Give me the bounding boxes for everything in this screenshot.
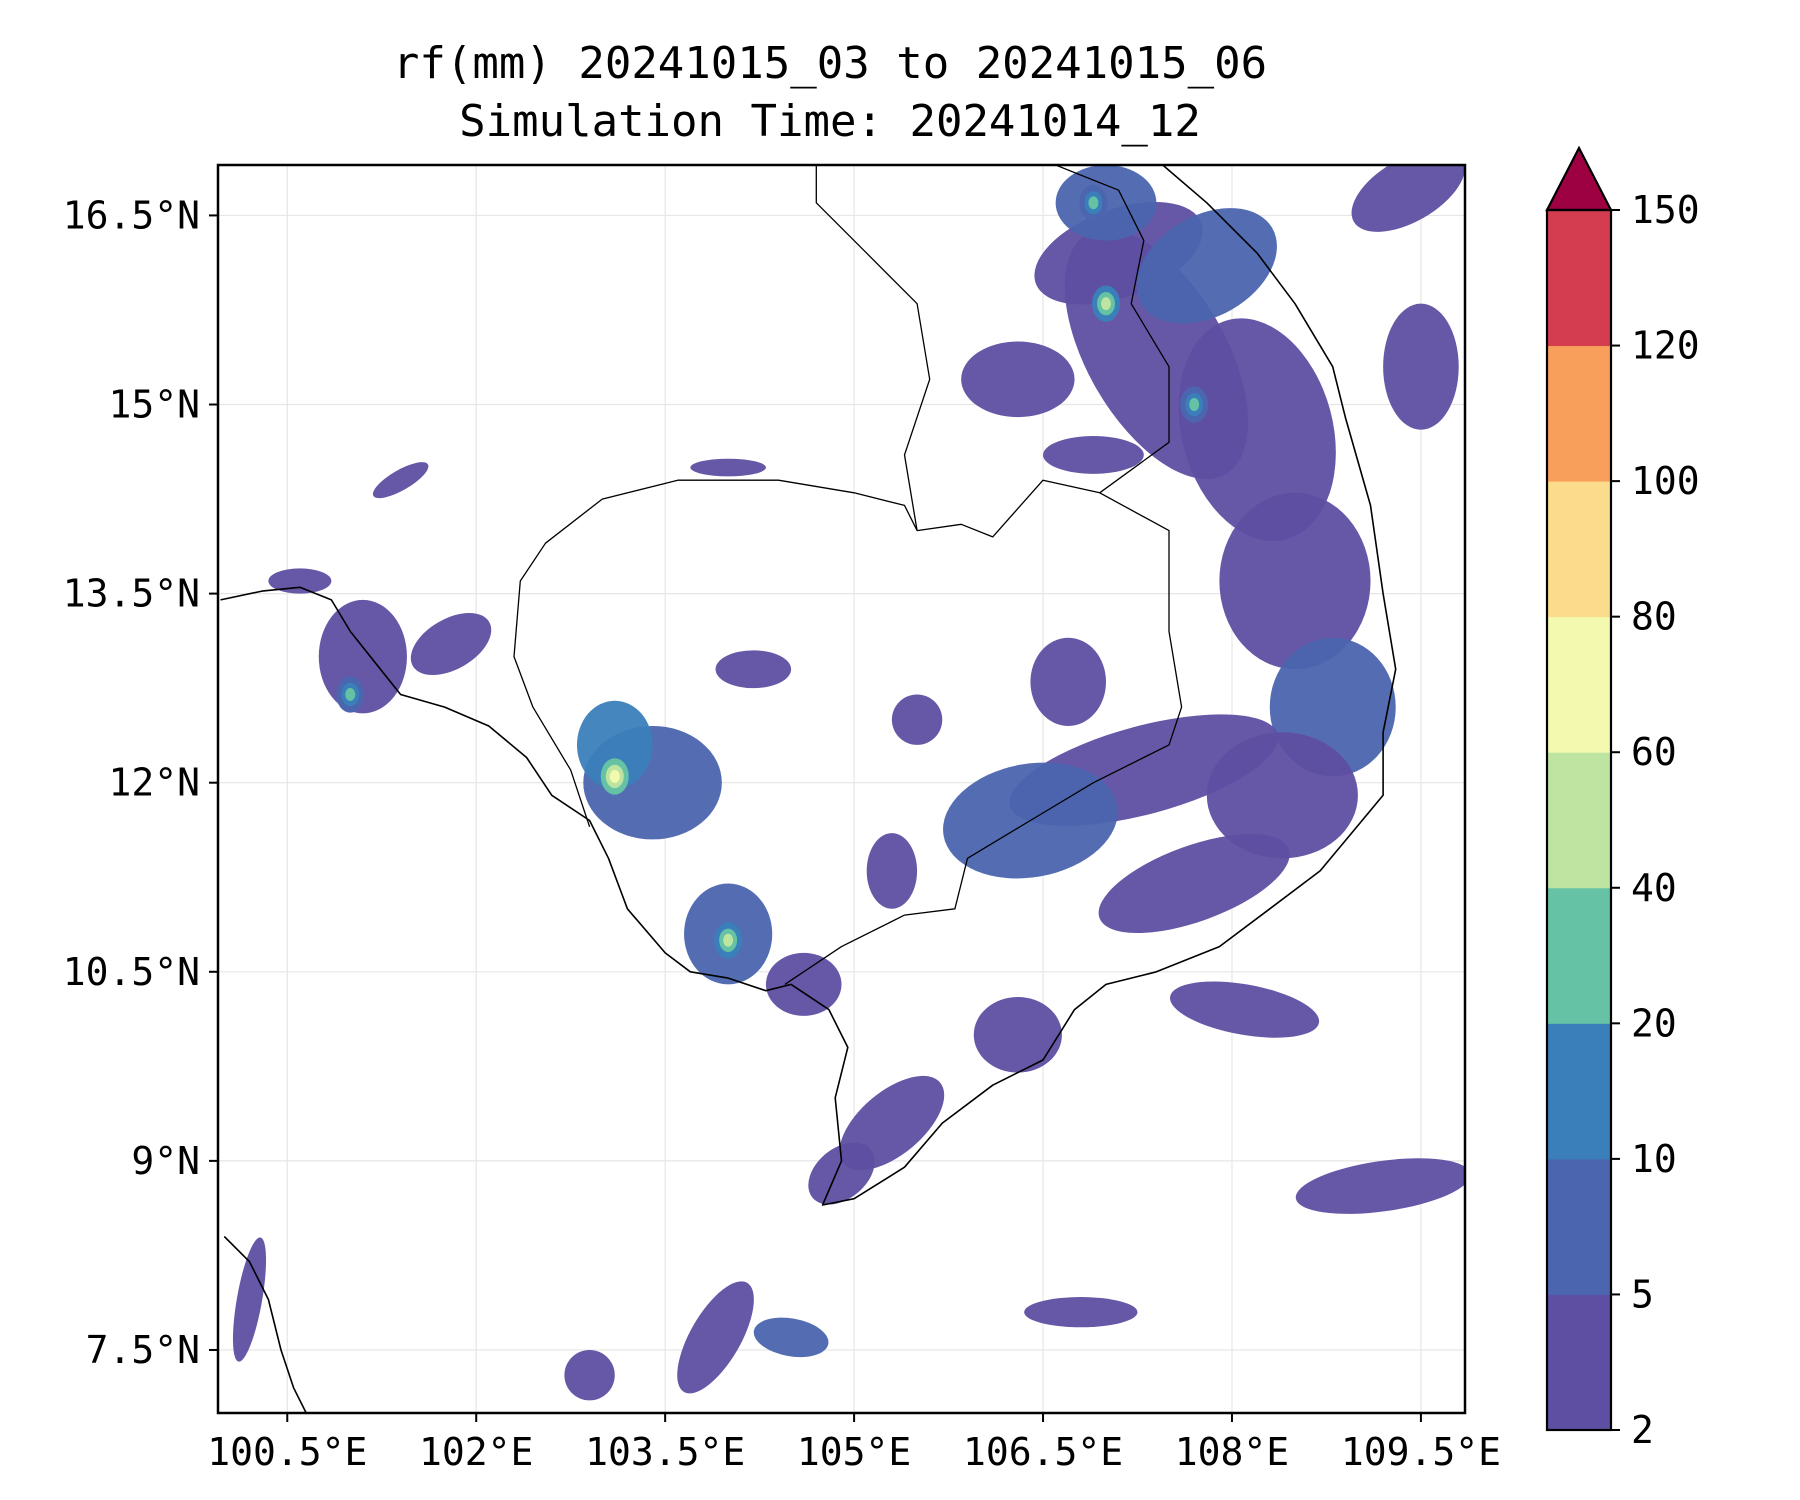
colorbar-bin [1547,1294,1611,1431]
precip-hotspot [1101,297,1112,311]
y-tick-label: 10.5°N [63,950,200,994]
border-thailand-laos [815,165,931,531]
colorbar-label: 120 [1631,324,1700,368]
precip-region [690,458,766,477]
colorbar-label: 5 [1631,1272,1654,1316]
y-tick-label: 13.5°N [63,572,200,616]
precip-hotspot [345,687,356,701]
precip-region [1098,834,1290,934]
axis-ticks: 100.5°E 102°E 103.5°E 105°E 106.5°E 108°E 109.… [63,193,1501,1474]
colorbar-label: 20 [1631,1001,1677,1045]
colorbar-bin [1547,887,1611,1024]
coastline-cambodia-thailand-coast [220,165,1397,1206]
colorbar-bin [1547,616,1611,753]
colorbar-bin [1547,345,1611,482]
precip-hotspot [723,933,734,947]
colorbar-label: 100 [1631,459,1700,503]
precip-region [576,700,653,789]
border-cambodia-vietnam [784,492,1183,985]
precip-region [268,568,332,594]
colorbar: 2 5 10 20 40 60 80 100 120 150 [1545,145,1700,1452]
precip-region [1030,637,1107,726]
y-tick-label: 9°N [131,1139,200,1183]
precip-region [715,650,792,689]
y-tick-label: 16.5°N [63,193,200,237]
x-tick-label: 105°E [797,1430,911,1474]
precip-region [677,1281,754,1394]
precip-region [866,833,918,909]
coastline-gulf-west-coast [223,1235,307,1413]
colorbar-label: 10 [1631,1137,1677,1181]
x-tick-label: 106.5°E [963,1430,1123,1474]
precip-region [1295,1158,1465,1214]
precip-region [1043,436,1144,474]
x-tick-label: 108°E [1175,1430,1289,1474]
x-tick-label: 102°E [419,1430,533,1474]
colorbar-bin [1547,1158,1611,1295]
x-tick-label: 103.5°E [585,1430,745,1474]
precip-region [1178,318,1336,542]
colorbar-frame [1545,208,1613,1432]
precip-region [891,694,943,745]
chart-title: rf(mm) 20241015_03 to 20241015_06 [392,38,1268,89]
precip-region [961,341,1075,418]
precip-region [1206,732,1358,859]
colorbar-label: 80 [1631,595,1677,639]
colorbar-label: 2 [1631,1408,1654,1452]
precip-region [765,952,842,1016]
colorbar-bin [1547,481,1611,618]
colorbar-bin [1547,752,1611,889]
precip-region [1170,981,1320,1038]
precip-region [372,462,429,499]
precip-region [1219,492,1371,670]
map-frame [216,163,1467,1415]
precip-region [232,1237,267,1362]
colorbar-extend-arrow [1545,145,1613,212]
colorbar-label: 60 [1631,730,1677,774]
y-tick-label: 12°N [108,761,200,805]
precip-region [564,1349,615,1401]
colorbar-bin [1547,1023,1611,1160]
precip-region [1351,165,1465,232]
x-tick-label: 109.5°E [1341,1430,1501,1474]
precip-region [753,1317,829,1358]
border-cambodia-laos [917,479,1100,538]
x-tick-label: 100.5°E [207,1430,367,1474]
colorbar-label: 150 [1631,188,1700,232]
chart-subtitle: Simulation Time: 20241014_12 [459,96,1201,147]
border-thailand-cambodia [513,479,918,828]
precip-hotspot [1088,196,1099,210]
y-tick-label: 7.5°N [86,1328,200,1372]
y-tick-label: 15°N [108,383,200,427]
precip-region [1383,303,1459,430]
precip-region [808,1142,875,1205]
precip-region [973,997,1062,1073]
colorbar-bin [1547,210,1611,347]
precip-region [1024,1297,1138,1328]
precip-hotspot [609,769,620,783]
border-laos-vietnam [1055,165,1170,494]
precipitation-field [232,165,1465,1401]
precip-hotspot [1189,398,1200,412]
coastlines-and-borders [220,165,1397,1413]
colorbar-label: 40 [1631,866,1677,910]
precip-region [410,613,492,676]
